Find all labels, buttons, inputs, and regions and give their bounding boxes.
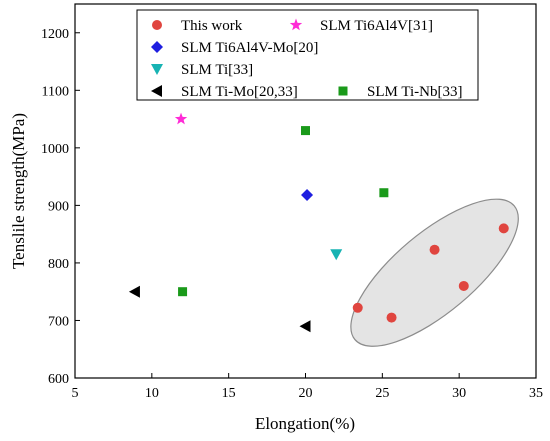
legend-marker-triangle-left xyxy=(151,85,162,97)
legend-label: SLM Ti6Al4V[31] xyxy=(320,18,433,34)
y-tick-label: 700 xyxy=(48,314,69,329)
legend-marker-star xyxy=(289,18,303,31)
annotation-layer xyxy=(350,198,519,347)
axis-ticks: 5 10 15 20 25 30 35 600 700 800 900 1000 1100 1200 xyxy=(41,27,543,401)
legend-marker-triangle-down xyxy=(151,64,163,75)
legend-marker-square xyxy=(338,86,348,96)
data-point-circle xyxy=(429,244,440,255)
legend-box xyxy=(136,9,479,101)
y-axis-title: Tenslile strength(MPa) xyxy=(9,113,28,269)
y-tick-label: 800 xyxy=(48,257,69,272)
legend-label: SLM Ti-Nb[33] xyxy=(367,84,462,100)
x-tick-label: 10 xyxy=(145,386,159,401)
x-tick-label: 30 xyxy=(452,386,466,401)
data-point-circle xyxy=(458,280,469,291)
x-tick-label: 25 xyxy=(375,386,389,401)
y-tick-label: 1200 xyxy=(41,27,69,42)
legend-marker-diamond xyxy=(151,41,163,53)
data-point-circle xyxy=(352,302,363,313)
x-tick-label: 15 xyxy=(222,386,236,401)
legend-label: SLM Ti6Al4V-Mo[20] xyxy=(181,40,318,56)
legend-label: SLM Ti-Mo[20,33] xyxy=(181,84,298,100)
data-point-star xyxy=(174,112,188,125)
y-tick-label: 900 xyxy=(48,199,69,214)
x-tick-label: 5 xyxy=(72,386,79,401)
data-point-square xyxy=(301,126,310,136)
data-point-diamond xyxy=(301,189,314,202)
data-point-triangle-left xyxy=(128,285,140,298)
data-point-circle xyxy=(498,223,509,234)
y-tick-label: 1000 xyxy=(41,142,69,157)
data-point-square xyxy=(178,287,188,297)
data-points xyxy=(128,112,509,333)
y-tick-label: 1100 xyxy=(42,84,69,99)
legend: This work SLM Ti6Al4V[31]SLM Ti6Al4V-Mo[2… xyxy=(136,9,479,101)
data-point-triangle-down xyxy=(330,249,343,261)
legend-marker-circle xyxy=(152,20,162,30)
legend-label: This work xyxy=(181,18,243,34)
data-point-square xyxy=(379,188,389,198)
x-tick-label: 20 xyxy=(299,386,313,401)
x-tick-label: 35 xyxy=(529,386,543,401)
data-point-circle xyxy=(386,312,397,323)
highlight-ellipse xyxy=(350,198,519,347)
y-tick-label: 600 xyxy=(48,372,69,387)
x-axis-title: Elongation(%) xyxy=(255,414,355,433)
data-point-triangle-left xyxy=(299,320,311,333)
legend-label: SLM Ti[33] xyxy=(181,62,253,78)
